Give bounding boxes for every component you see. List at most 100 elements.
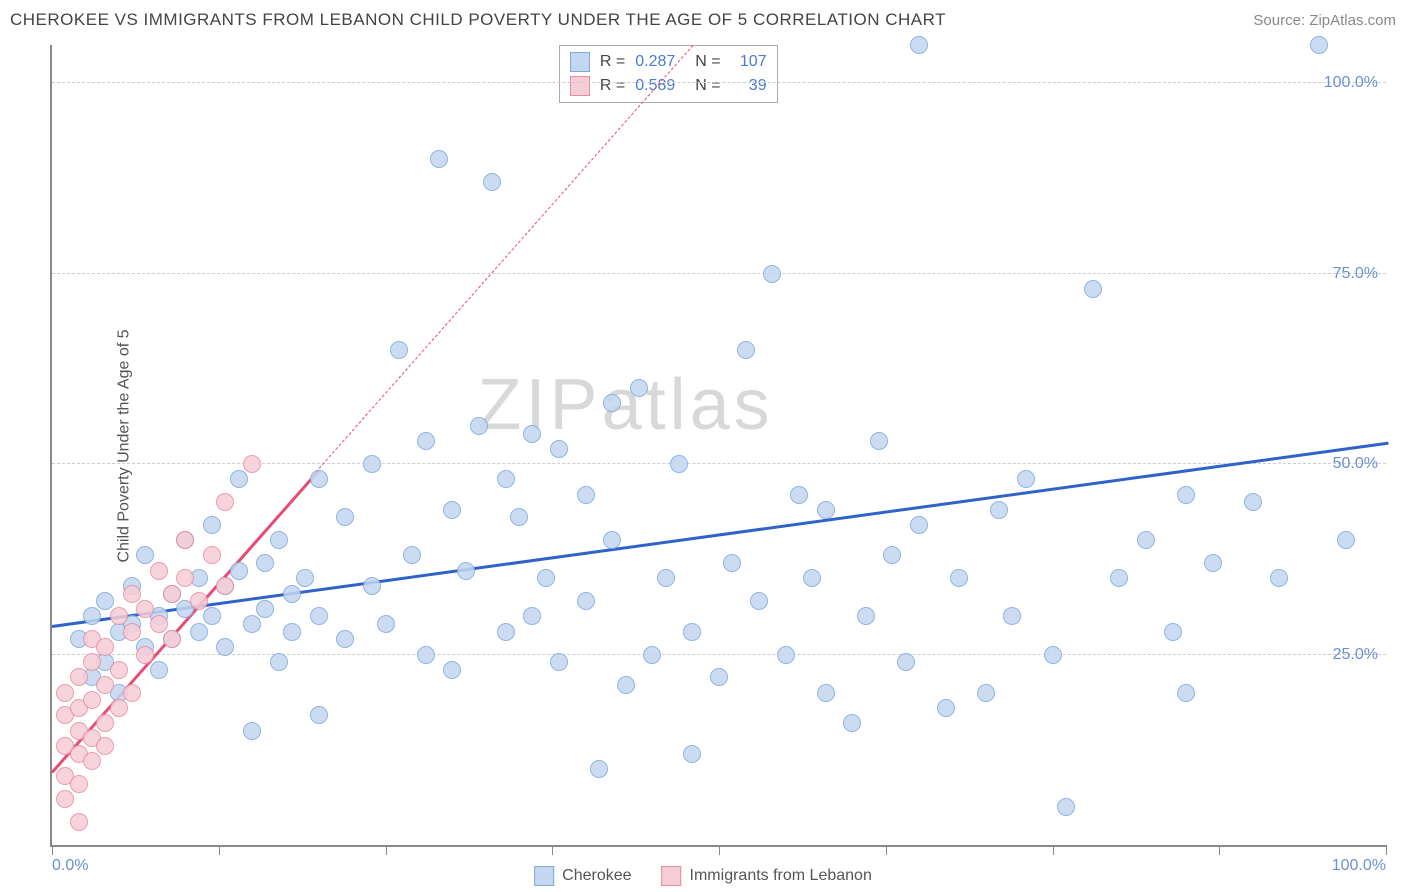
legend-label: Immigrants from Lebanon [690,867,872,885]
scatter-plot-area: ZIPatlas R =0.287N =107R =0.589N =39 25.… [50,45,1386,847]
x-tick [1219,845,1220,855]
data-point [110,661,128,679]
data-point [657,569,675,587]
data-point [216,493,234,511]
data-point [256,554,274,572]
stat-n-label: N = [695,50,720,74]
data-point [1270,569,1288,587]
data-point [843,714,861,732]
data-point [283,585,301,603]
data-point [737,341,755,359]
data-point [670,455,688,473]
data-point [363,577,381,595]
data-point [603,394,621,412]
data-point [883,546,901,564]
x-tick [552,845,553,855]
x-tick-label: 100.0% [1332,857,1386,875]
data-point [243,455,261,473]
data-point [710,668,728,686]
data-point [1044,646,1062,664]
data-point [83,691,101,709]
data-point [683,745,701,763]
data-point [283,623,301,641]
x-tick [219,845,220,855]
data-point [203,516,221,534]
legend-item: Cherokee [534,866,631,886]
gridline-horizontal [52,654,1386,655]
data-point [470,417,488,435]
data-point [897,653,915,671]
y-tick-label: 25.0% [1333,646,1378,664]
data-point [1110,569,1128,587]
data-point [1017,470,1035,488]
data-point [96,592,114,610]
data-point [1003,607,1021,625]
data-point [203,607,221,625]
data-point [310,607,328,625]
data-point [270,531,288,549]
data-point [990,501,1008,519]
data-point [550,653,568,671]
data-point [176,569,194,587]
data-point [750,592,768,610]
data-point [96,737,114,755]
data-point [1337,531,1355,549]
data-point [243,722,261,740]
data-point [550,440,568,458]
data-point [683,623,701,641]
y-tick-label: 50.0% [1333,455,1378,473]
x-tick [386,845,387,855]
x-tick [1386,845,1387,855]
data-point [443,501,461,519]
data-point [243,615,261,633]
data-point [417,646,435,664]
data-point [216,577,234,595]
data-point [336,630,354,648]
data-point [403,546,421,564]
data-point [83,752,101,770]
x-tick [719,845,720,855]
data-point [310,706,328,724]
data-point [723,554,741,572]
data-point [857,607,875,625]
data-point [497,470,515,488]
stat-n-value: 107 [731,50,767,74]
data-point [123,585,141,603]
legend-swatch [570,76,590,96]
data-point [590,760,608,778]
data-point [296,569,314,587]
chart-source: Source: ZipAtlas.com [1253,12,1396,29]
stat-n-label: N = [695,74,720,98]
data-point [110,607,128,625]
data-point [630,379,648,397]
data-point [96,676,114,694]
data-point [430,150,448,168]
data-point [1177,684,1195,702]
legend-swatch [662,866,682,886]
stats-row: R =0.287N =107 [570,50,767,74]
data-point [910,516,928,534]
data-point [497,623,515,641]
data-point [977,684,995,702]
data-point [190,592,208,610]
data-point [123,684,141,702]
data-point [83,653,101,671]
y-tick-label: 100.0% [1324,74,1378,92]
data-point [1057,798,1075,816]
data-point [1204,554,1222,572]
data-point [150,661,168,679]
legend-label: Cherokee [562,867,631,885]
data-point [136,546,154,564]
trendline-projection [319,45,694,469]
data-point [96,714,114,732]
legend-swatch [570,52,590,72]
stat-r-label: R = [600,74,625,98]
data-point [56,684,74,702]
data-point [523,607,541,625]
data-point [136,646,154,664]
x-tick [52,845,53,855]
data-point [1244,493,1262,511]
data-point [377,615,395,633]
gridline-horizontal [52,273,1386,274]
data-point [1084,280,1102,298]
